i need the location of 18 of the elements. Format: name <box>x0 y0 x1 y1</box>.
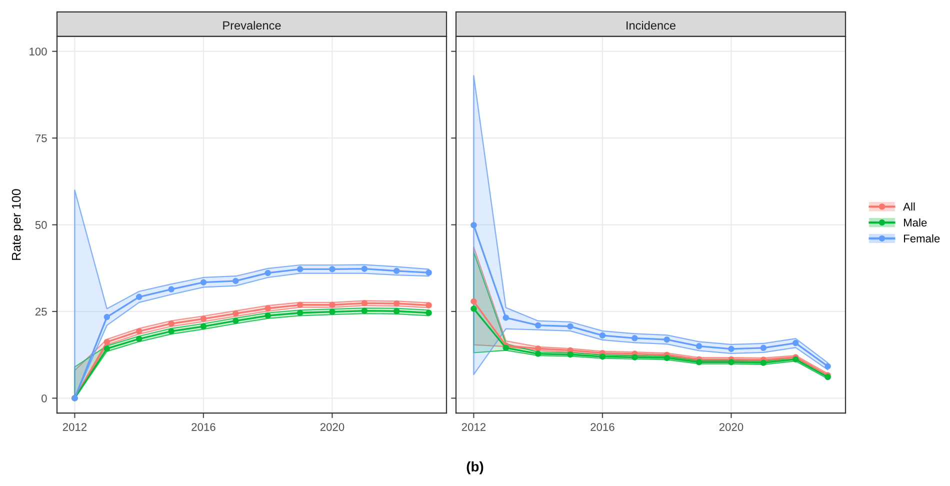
y-axis-title: Rate per 100 <box>12 189 24 260</box>
legend-label: All <box>903 202 915 211</box>
legend-label: Female <box>904 234 940 242</box>
x-tick-label: 2016 <box>192 423 216 431</box>
chart-title: Incidence <box>626 20 676 30</box>
x-tick-label: 2016 <box>590 423 614 431</box>
text: (b) <box>466 461 484 474</box>
y-tick-label: 25 <box>35 308 47 316</box>
x-tick-label: 2012 <box>62 423 87 431</box>
x-tick-label: 2020 <box>719 423 744 431</box>
y-tick-label: 75 <box>35 134 47 142</box>
legend-label: Male <box>904 218 927 227</box>
y-tick-label: 50 <box>35 221 47 229</box>
y-tick-label: 0 <box>42 394 47 402</box>
x-tick-label: 2012 <box>462 423 486 431</box>
y-tick-label: 100 <box>30 48 47 56</box>
x-tick-label: 2020 <box>320 423 344 431</box>
chart-title: Prevalence <box>223 20 281 30</box>
